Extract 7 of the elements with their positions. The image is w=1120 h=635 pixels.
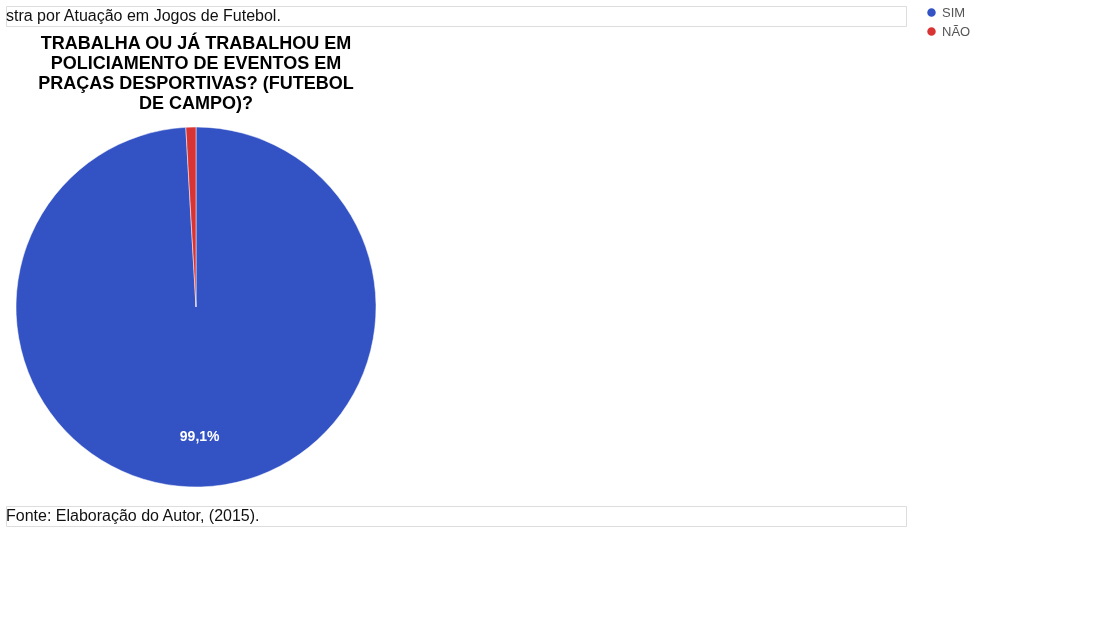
legend-label: NÃO	[942, 23, 971, 39]
legend-label: SIM	[942, 4, 966, 20]
data-label: 99,1%	[179, 427, 221, 444]
text: stra por Atuação em Jogos de Futebol.	[6, 7, 281, 24]
source-note: Fonte: Elaboração do Autor, (2015).	[6, 507, 260, 524]
pie-slice	[15, 126, 377, 488]
text: TRABALHA OU JÁ TRABALHOU EM POLICIAMENTO DE EVENTOS EM PRAÇAS DESPORTIVAS? (FUTEBOL DE CAMPO)?	[38, 32, 354, 113]
